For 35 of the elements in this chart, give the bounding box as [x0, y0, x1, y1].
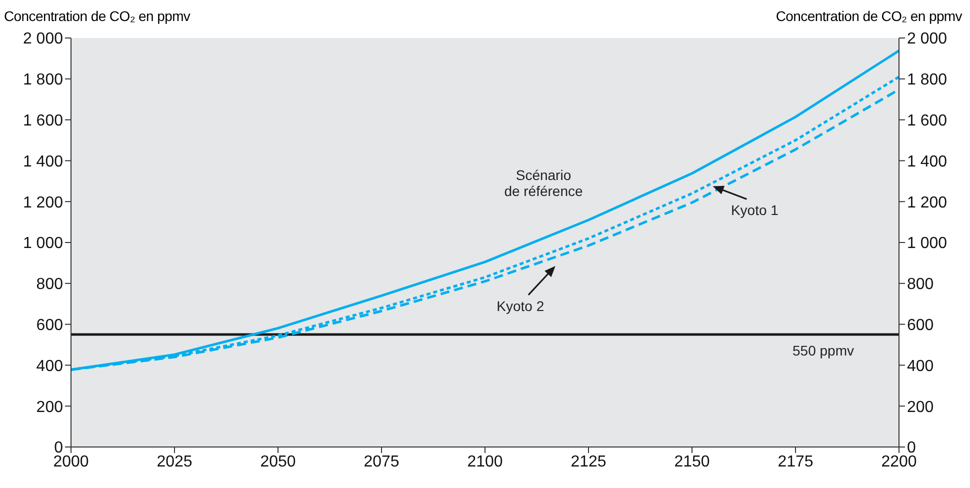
y-axis-title: Concentration de CO₂ en ppmv [4, 8, 190, 24]
y2-axis-title: Concentration de CO₂ en ppmv [776, 8, 962, 24]
y2-tick-label: 1 000 [907, 235, 948, 252]
y2-tick-label: 800 [907, 276, 934, 294]
x-tick-label: 2150 [674, 453, 710, 470]
x-tick-label: 2000 [53, 453, 89, 470]
x-tick-label: 2175 [778, 453, 814, 470]
x-tick-label: 2100 [467, 453, 503, 470]
y-tick-label: 1 000 [22, 235, 64, 252]
y-tick-label: 1 800 [22, 72, 64, 89]
y-tick-label: 1 200 [22, 194, 64, 212]
y2-tick-label: 1 600 [907, 112, 948, 130]
annotation: Scénario de référence [504, 167, 584, 200]
x-tick-label: 2075 [364, 453, 400, 470]
y2-tick-label: 1 200 [907, 194, 948, 212]
y2-tick-label: 400 [907, 358, 934, 375]
y-tick-label: 600 [36, 316, 64, 334]
y-tick-label: 200 [36, 398, 64, 416]
y2-tick-label: 2 000 [907, 30, 948, 48]
y2-tick-label: 1 800 [907, 72, 948, 89]
y2-tick-label: 600 [907, 316, 934, 334]
annotation: Kyoto 2 [496, 298, 544, 314]
y-tick-label: 2 000 [22, 30, 64, 48]
ref-line-label: 550 ppmv [792, 342, 854, 359]
y-tick-label: 1 400 [22, 153, 64, 170]
x-tick-label: 2200 [881, 453, 917, 470]
annotation: Kyoto 1 [730, 202, 779, 218]
x-tick-label: 2125 [570, 453, 606, 470]
y-tick-label: 400 [36, 358, 64, 375]
x-tick-label: 2025 [156, 453, 192, 470]
y-tick-label: 800 [36, 276, 64, 294]
y2-tick-label: 1 400 [907, 153, 948, 170]
y-tick-label: 1 600 [22, 112, 64, 130]
x-tick-label: 2050 [260, 453, 296, 470]
y2-tick-label: 200 [907, 398, 934, 416]
